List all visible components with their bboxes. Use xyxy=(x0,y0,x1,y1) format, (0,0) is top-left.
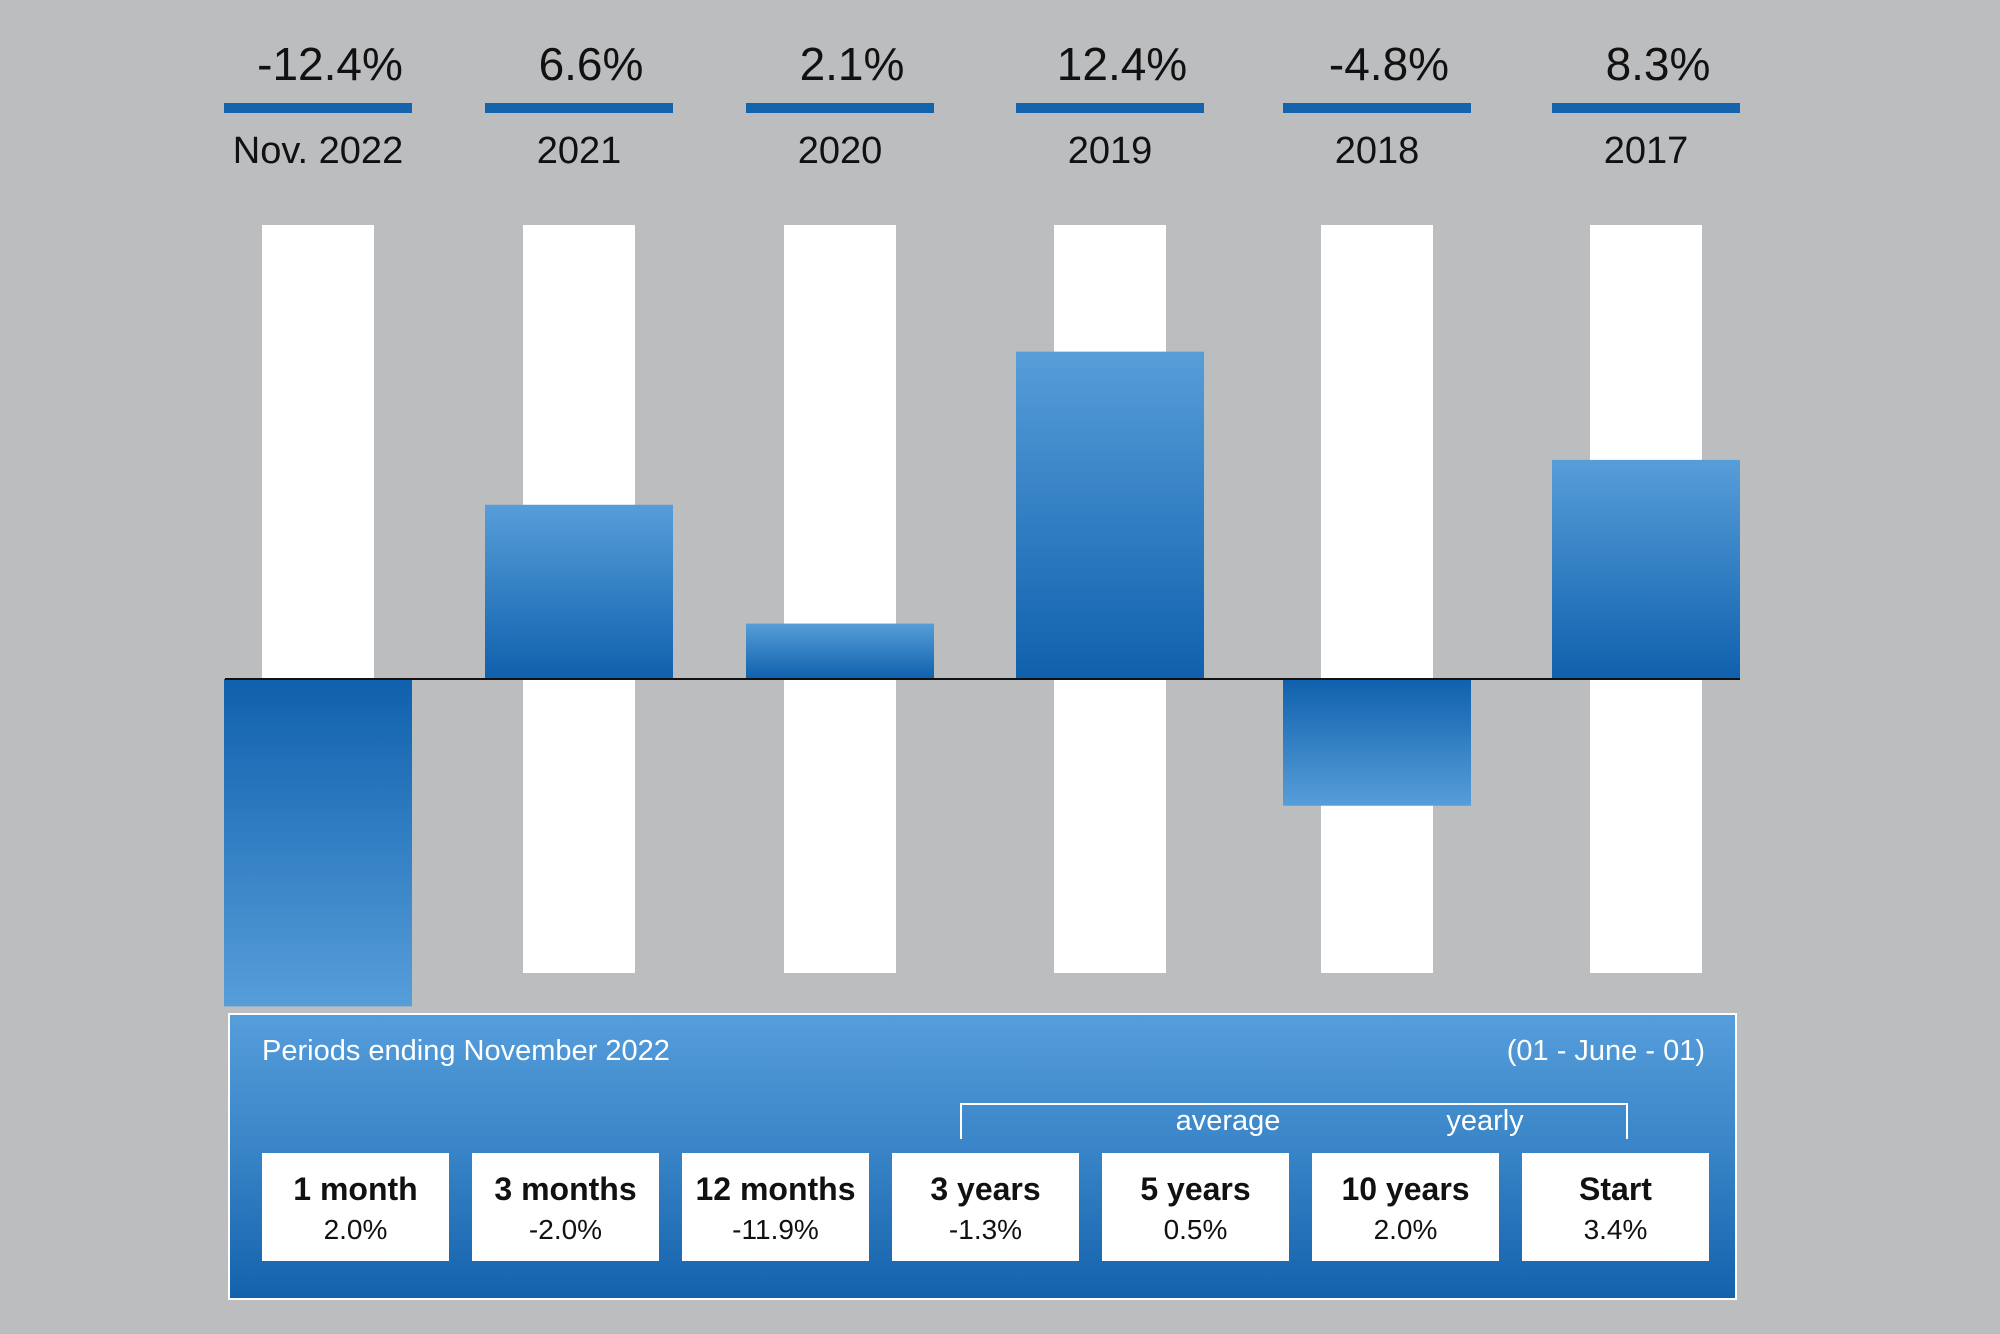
header-rule-2019 xyxy=(1016,103,1204,113)
summary-title: Periods ending November 2022 xyxy=(262,1035,670,1067)
value-label-2017: 8.3% xyxy=(1606,38,1711,90)
category-label-2018: 2018 xyxy=(1335,130,1420,172)
bar-2018 xyxy=(1283,679,1471,806)
bracket-label-average: average xyxy=(1175,1105,1281,1137)
bracket-label-yearly: yearly xyxy=(1446,1105,1524,1137)
period-value: 2.0% xyxy=(323,1214,388,1245)
period-box-12-months: 12 months -11.9% xyxy=(682,1153,869,1261)
period-box-5-years: 5 years 0.5% xyxy=(1102,1153,1289,1261)
period-value: -2.0% xyxy=(528,1214,603,1245)
period-box-start: Start 3.4% xyxy=(1522,1153,1709,1261)
period-box-3-months: 3 months -2.0% xyxy=(472,1153,659,1261)
category-label-2017: 2017 xyxy=(1604,130,1689,172)
header-rule-2017 xyxy=(1552,103,1740,113)
header-rule-2018 xyxy=(1283,103,1471,113)
summary-date-range: (01 - June - 01) xyxy=(1506,1035,1705,1067)
period-label: 12 months xyxy=(695,1171,856,1207)
value-label-2018: -4.8% xyxy=(1329,38,1449,90)
value-label-nov-2022: -12.4% xyxy=(257,38,403,90)
period-label: 3 months xyxy=(494,1171,637,1207)
period-label: 5 years xyxy=(1140,1171,1251,1207)
value-label-2020: 2.1% xyxy=(800,38,905,90)
value-label-2021: 6.6% xyxy=(539,38,644,90)
period-value: 3.4% xyxy=(1583,1214,1648,1245)
bar-nov-2022 xyxy=(224,679,412,1007)
header-rule-2020 xyxy=(746,103,934,113)
period-value: -1.3% xyxy=(948,1214,1023,1245)
period-box-1-month: 1 month 2.0% xyxy=(262,1153,449,1261)
value-label-2019: 12.4% xyxy=(1057,38,1187,90)
period-label: 10 years xyxy=(1341,1171,1470,1207)
category-label-2020: 2020 xyxy=(798,130,883,172)
period-label: Start xyxy=(1579,1171,1652,1207)
header-rule-2021 xyxy=(485,103,673,113)
period-box-3-years: 3 years -1.3% xyxy=(892,1153,1079,1261)
bar-2017 xyxy=(1552,459,1740,679)
period-box-10-years: 10 years 2.0% xyxy=(1312,1153,1499,1261)
bar-track-2018 xyxy=(1321,225,1433,973)
period-summary-panel: Periods ending November 2022 (01 - June … xyxy=(228,1013,1737,1300)
average-yearly-bracket xyxy=(960,1103,1628,1139)
bar-2020 xyxy=(746,623,934,679)
period-value: 2.0% xyxy=(1373,1214,1438,1245)
category-label-nov-2022: Nov. 2022 xyxy=(233,130,403,172)
annual-returns-chart: -12.4% Nov. 2022 6.6% 2021 2.1% 2020 12.4% 2019… xyxy=(224,38,1740,1007)
bar-track-2020 xyxy=(784,225,896,973)
period-label: 3 years xyxy=(930,1171,1041,1207)
category-label-2019: 2019 xyxy=(1068,130,1153,172)
bar-2019 xyxy=(1016,351,1204,679)
period-value: -11.9% xyxy=(732,1214,819,1245)
period-value: 0.5% xyxy=(1163,1214,1228,1245)
period-label: 1 month xyxy=(293,1171,418,1207)
header-rule-nov-2022 xyxy=(224,103,412,113)
bar-2021 xyxy=(485,504,673,679)
category-label-2021: 2021 xyxy=(537,130,622,172)
